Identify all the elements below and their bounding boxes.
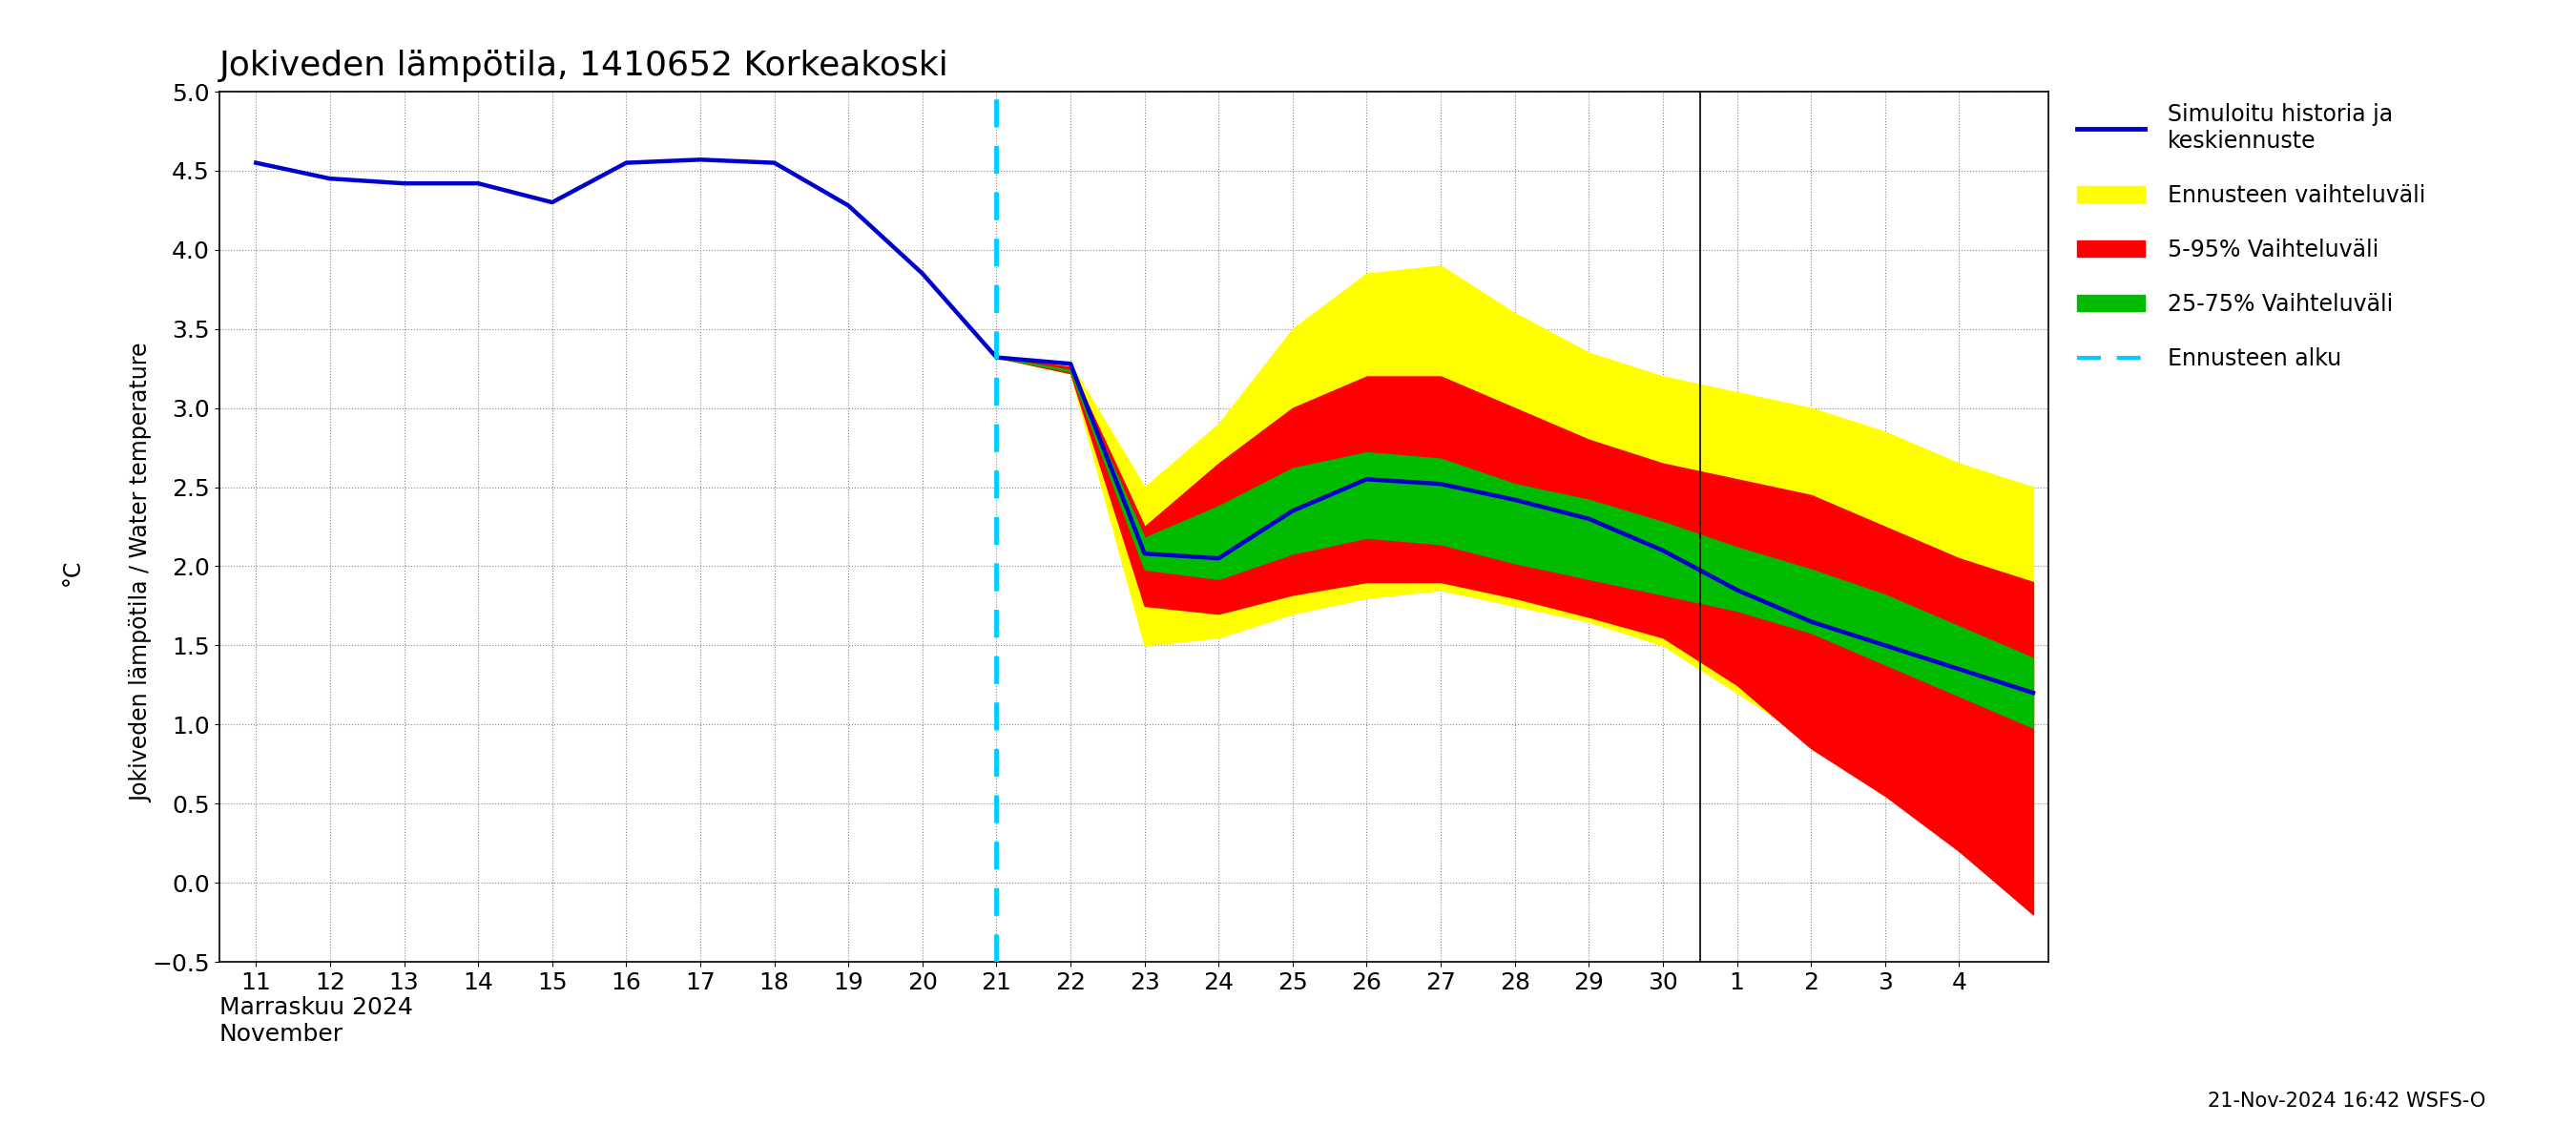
Text: °C: °C	[62, 559, 82, 586]
Text: 21-Nov-2024 16:42 WSFS-O: 21-Nov-2024 16:42 WSFS-O	[2208, 1091, 2486, 1111]
Text: Jokiveden lämpötila / Water temperature: Jokiveden lämpötila / Water temperature	[131, 342, 152, 803]
Legend: Simuloitu historia ja
keskiennuste, Ennusteen vaihteluväli, 5-95% Vaihteluväli, : Simuloitu historia ja keskiennuste, Ennu…	[2076, 103, 2427, 370]
Text: Jokiveden lämpötila, 1410652 Korkeakoski: Jokiveden lämpötila, 1410652 Korkeakoski	[219, 50, 948, 82]
Text: Marraskuu 2024
November: Marraskuu 2024 November	[219, 996, 412, 1047]
